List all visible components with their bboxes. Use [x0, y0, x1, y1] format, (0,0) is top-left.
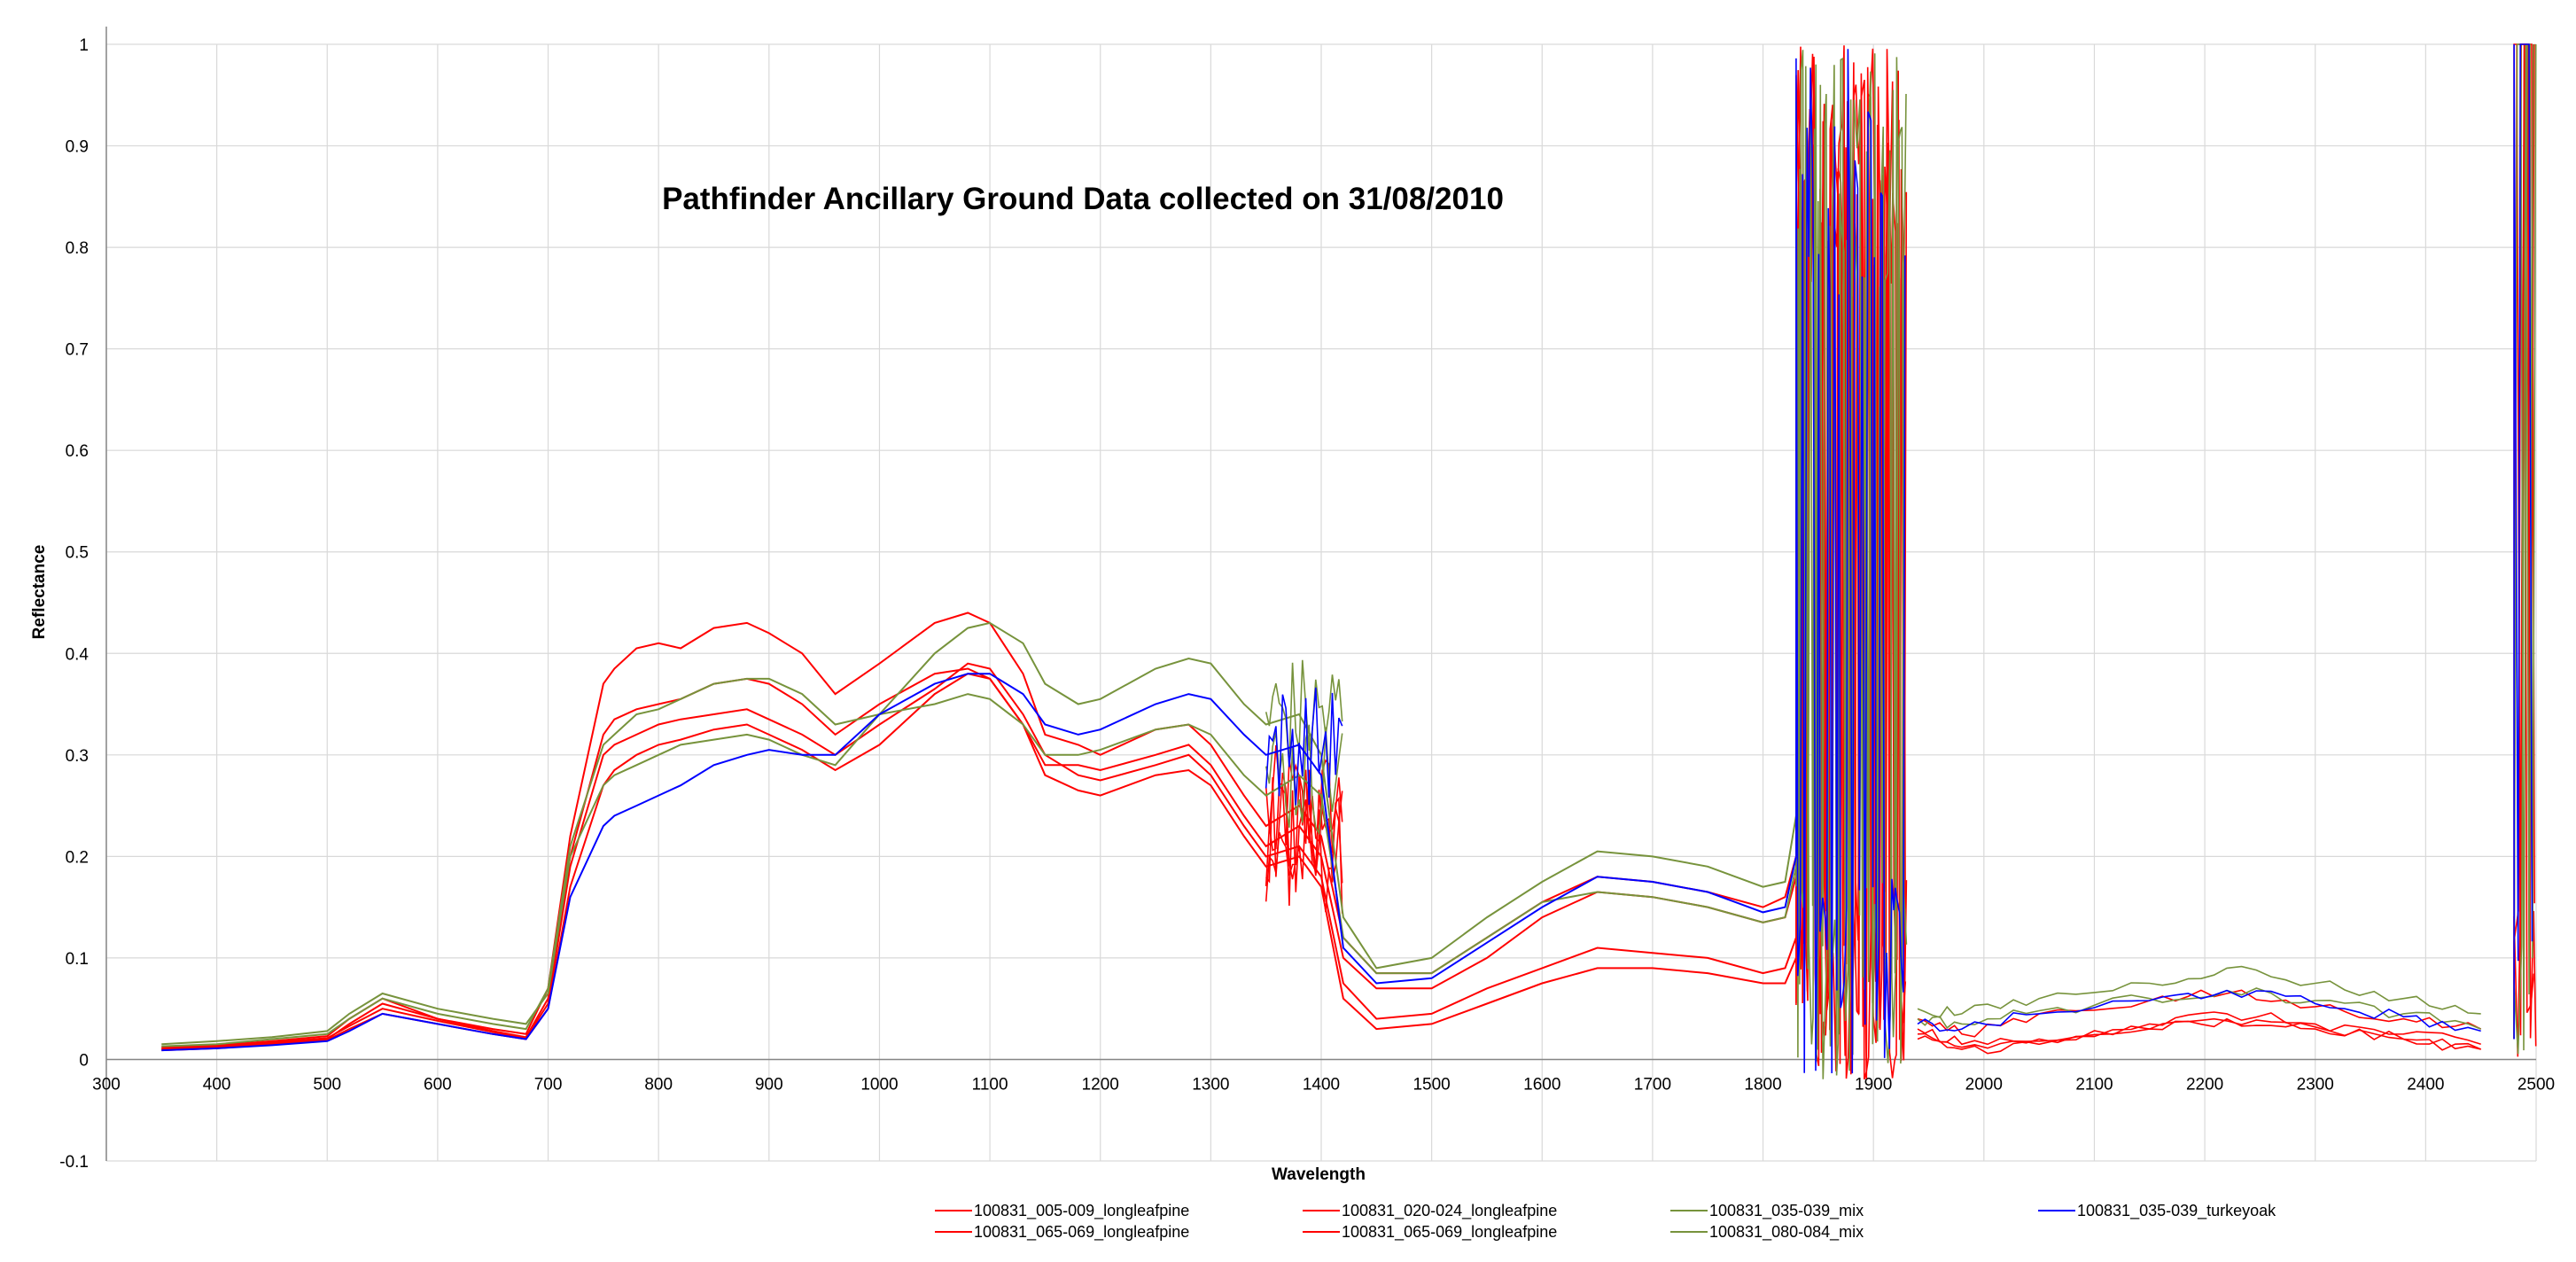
x-tick-labels: 300 400 500 600 700 800 900 1000 1100 1200 1300 140…: [92, 1075, 2555, 1094]
legend-label: 100831_080-084_mix: [1709, 1223, 1864, 1242]
legend-entry: 100831_065-069_longleafpine: [1303, 1223, 1557, 1242]
y-tick-labels: -0.1 0 0.1 0.2 0.3 0.4 0.5 0.6 0.7 0.8 0.9 1: [59, 36, 89, 1172]
series-line: [161, 662, 1797, 1049]
y-tick-label: 0.7: [66, 341, 89, 360]
legend-label: 100831_020-024_longleafpine: [1342, 1202, 1557, 1220]
x-tick-label: 2400: [2407, 1075, 2444, 1094]
x-tick-label: 800: [644, 1075, 673, 1094]
x-tick-label: 400: [203, 1075, 231, 1094]
y-tick-label: 1: [79, 36, 89, 55]
series-lines: [161, 43, 2537, 1080]
x-tick-label: 300: [92, 1075, 121, 1094]
y-tick-label: 0.2: [66, 848, 89, 867]
legend-label: 100831_005-009_longleafpine: [974, 1202, 1189, 1220]
y-tick-label: 0.8: [66, 239, 89, 258]
x-tick-label: 2300: [2297, 1075, 2334, 1094]
y-tick-label: -0.1: [59, 1153, 89, 1172]
y-axis-title: Reflectance: [30, 545, 49, 640]
x-tick-label: 1800: [1744, 1075, 1781, 1094]
series-line: [161, 667, 1797, 1050]
series-end-spikes: [2513, 43, 2533, 1040]
series-noise: [1265, 785, 1343, 907]
legend-entry: 100831_020-024_longleafpine: [1303, 1202, 1557, 1220]
x-tick-label: 1900: [1855, 1075, 1892, 1094]
y-tick-label: 0.6: [66, 442, 89, 461]
series-line: [161, 673, 1797, 1052]
legend: 100831_005-009_longleafpine 100831_065-06…: [935, 1202, 2276, 1242]
x-tick-label: 1500: [1413, 1075, 1450, 1094]
series-line: [161, 677, 1797, 1048]
x-tick-label: 2200: [2186, 1075, 2223, 1094]
legend-entry: 100831_005-009_longleafpine: [935, 1202, 1189, 1220]
x-tick-label: 1200: [1082, 1075, 1119, 1094]
tail-line: [1917, 1017, 2481, 1050]
tail-line: [1917, 965, 2481, 1018]
legend-label: 100831_035-039_mix: [1709, 1202, 1864, 1220]
y-tick-label: 0: [79, 1051, 89, 1070]
y-tick-label: 0.5: [66, 544, 89, 563]
x-tick-label: 1000: [860, 1075, 898, 1094]
series-noise: [1265, 687, 1343, 806]
x-tick-label: 1300: [1192, 1075, 1229, 1094]
x-tick-label: 700: [534, 1075, 563, 1094]
legend-entry: 100831_080-084_mix: [1670, 1223, 1864, 1242]
x-tick-label: 900: [755, 1075, 783, 1094]
x-tick-label: 600: [424, 1075, 452, 1094]
legend-entry: 100831_065-069_longleafpine: [935, 1223, 1189, 1242]
x-tick-label: 2000: [1965, 1075, 2003, 1094]
legend-label: 100831_065-069_longleafpine: [1342, 1223, 1557, 1242]
x-axis-title: Wavelength: [1272, 1165, 1366, 1184]
series-line: [161, 612, 1797, 1048]
y-tick-label: 0.4: [66, 645, 89, 664]
tail-line: [1917, 989, 2482, 1038]
tail-line: [1917, 989, 2481, 1032]
chart-title: Pathfinder Ancillary Ground Data collect…: [662, 182, 1504, 216]
legend-entry: 100831_035-039_mix: [1670, 1202, 1864, 1220]
x-tick-label: 1600: [1523, 1075, 1560, 1094]
legend-label: 100831_065-069_longleafpine: [974, 1223, 1189, 1242]
series-line: [161, 621, 1797, 1046]
x-tick-label: 1100: [972, 1075, 1008, 1094]
series-noise: [1265, 659, 1343, 767]
y-tick-label: 0.1: [66, 950, 89, 969]
axes: [105, 27, 2536, 1161]
x-tick-label: 1400: [1303, 1075, 1340, 1094]
x-tick-label: 2500: [2518, 1075, 2555, 1094]
legend-label: 100831_035-039_turkeyoak: [2077, 1202, 2276, 1220]
y-tick-label: 0.3: [66, 747, 89, 766]
x-tick-label: 500: [313, 1075, 341, 1094]
x-tick-label: 1700: [1634, 1075, 1671, 1094]
series-line: [161, 673, 1797, 1052]
series-spikes: [1795, 49, 1906, 1074]
x-tick-label: 2100: [2075, 1075, 2113, 1094]
series-6: [161, 43, 2533, 1074]
y-tick-label: 0.9: [66, 138, 89, 157]
legend-entry: 100831_035-039_turkeyoak: [2038, 1202, 2276, 1220]
series-spikes: [1795, 50, 1908, 1076]
tail-line: [1917, 1011, 2481, 1046]
tail-line: [1917, 987, 2481, 1030]
